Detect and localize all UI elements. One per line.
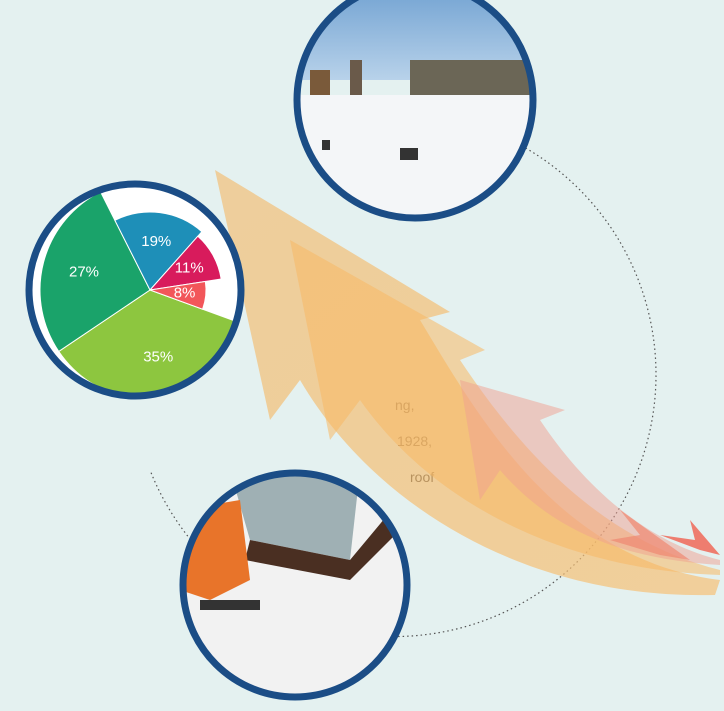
pie-label: 19%: [141, 233, 171, 250]
roof-photo: [293, 0, 537, 222]
pie-slice: [148, 235, 222, 291]
pie-slice: [39, 191, 151, 353]
pie-label: 27%: [69, 264, 99, 281]
pie-label: 8%: [174, 284, 196, 301]
pie-photo: 35% 27% 19%11% 8%: [25, 180, 245, 400]
pie-slice: [149, 280, 207, 310]
pie-label: 11%: [175, 260, 204, 277]
pie-label: 35%: [143, 349, 173, 366]
arrows: [215, 170, 720, 596]
worker-photo: [179, 469, 411, 701]
pie-slice: [114, 211, 203, 291]
